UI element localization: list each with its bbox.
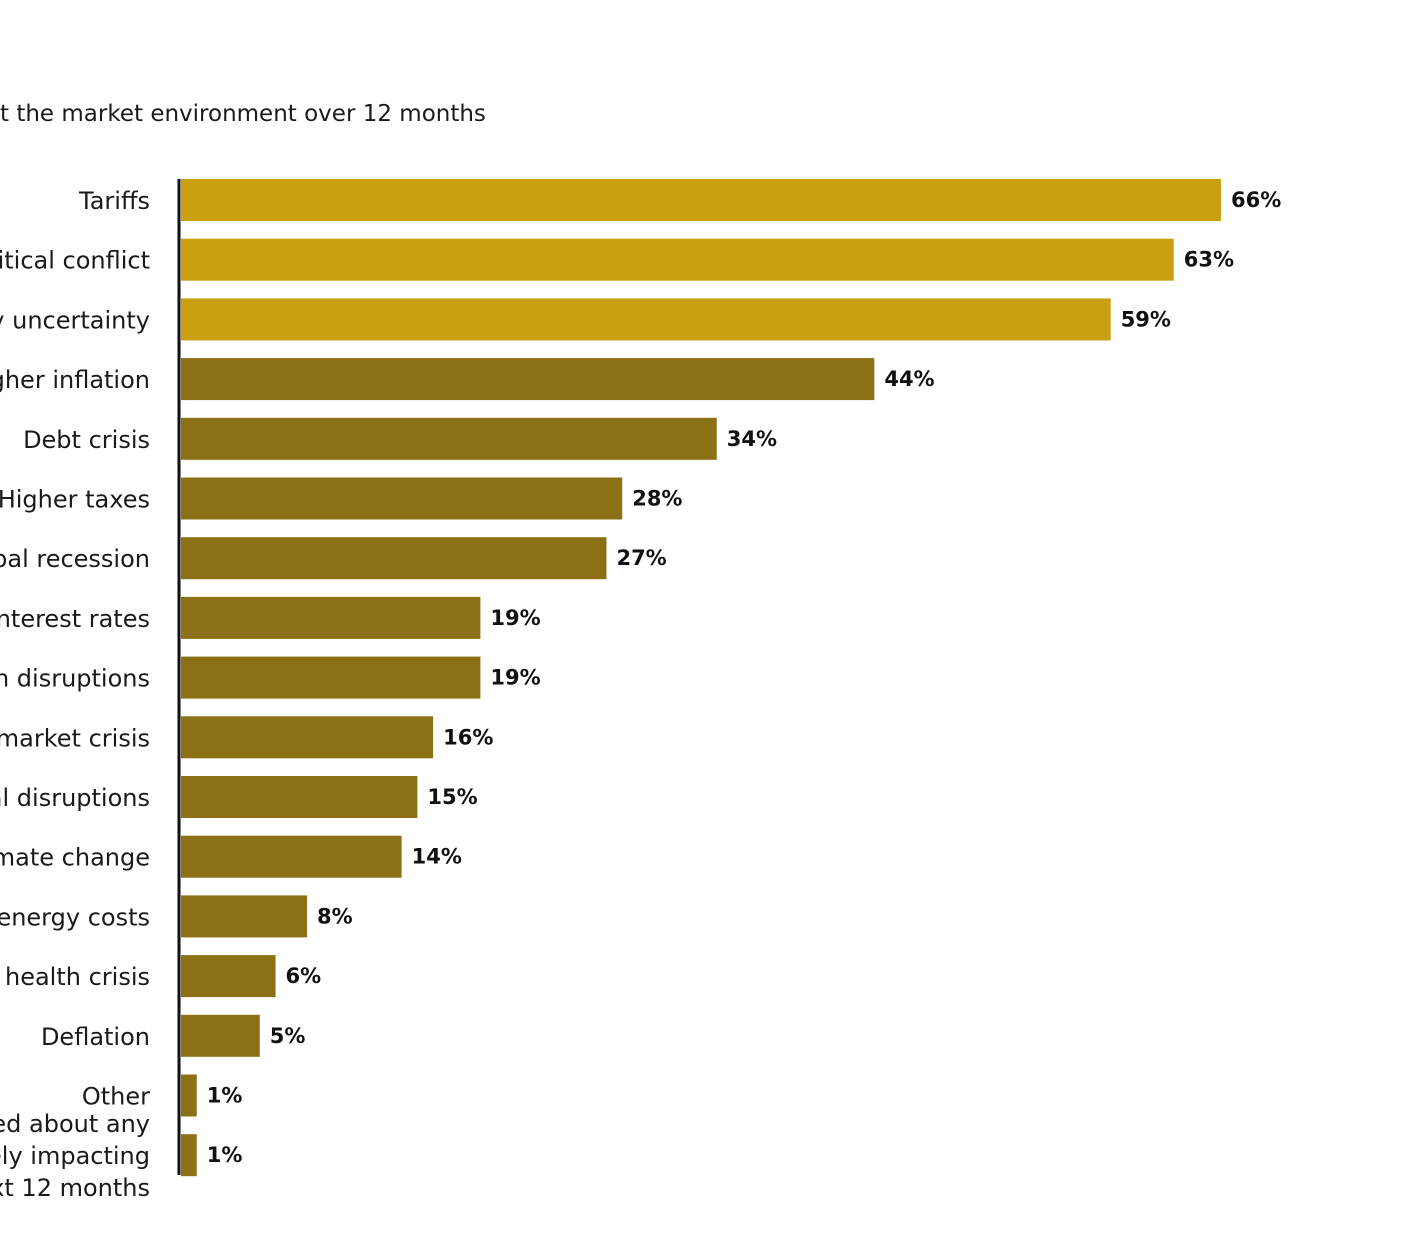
category-label-6: obal recession xyxy=(0,545,150,573)
value-label-7: 19% xyxy=(490,606,540,630)
bar-13 xyxy=(181,955,276,998)
category-label-10-line-0: al disruptions xyxy=(0,784,150,812)
bar-16 xyxy=(181,1134,197,1177)
category-label-9: market crisis xyxy=(0,724,150,752)
value-label-10: 15% xyxy=(427,785,477,809)
category-label-8: n disruptions xyxy=(0,665,150,693)
value-label-13: 6% xyxy=(286,964,322,988)
category-label-5: Higher taxes xyxy=(0,486,150,514)
bar-7 xyxy=(181,596,481,639)
category-label-16-line-1: ely impacting xyxy=(0,1142,150,1170)
value-label-11: 14% xyxy=(412,845,462,869)
category-label-5-line-0: Higher taxes xyxy=(0,486,150,514)
category-label-4-line-0: Debt crisis xyxy=(23,426,150,454)
value-label-4: 34% xyxy=(727,427,777,451)
category-labels-group: Tariffs litical conflict y uncertainty gher… xyxy=(0,187,150,1202)
category-label-16: ed about any ely impacting xt 12 months xyxy=(0,1110,150,1202)
category-label-11: mate change xyxy=(0,844,150,872)
category-label-4: Debt crisis xyxy=(23,426,150,454)
value-label-5: 28% xyxy=(632,487,682,511)
category-label-15-line-0: Other xyxy=(82,1083,150,1111)
bar-11 xyxy=(181,835,402,878)
category-label-2-line-0: y uncertainty xyxy=(0,306,150,334)
bar-9 xyxy=(181,716,434,759)
bar-10 xyxy=(181,776,418,818)
bar-8 xyxy=(181,656,481,699)
category-label-11-line-0: mate change xyxy=(0,844,150,872)
category-label-6-line-0: obal recession xyxy=(0,545,150,573)
value-label-16: 1% xyxy=(207,1143,243,1167)
category-label-3-line-0: gher inflation xyxy=(0,366,150,394)
category-label-9-line-0: market crisis xyxy=(0,724,150,752)
value-label-1: 63% xyxy=(1184,248,1234,272)
bar-14 xyxy=(181,1014,260,1057)
bar-5 xyxy=(181,477,623,520)
bar-2 xyxy=(181,298,1111,341)
category-label-0-line-0: Tariffs xyxy=(78,187,150,215)
value-label-9: 16% xyxy=(443,725,493,749)
category-label-1-line-0: litical conflict xyxy=(0,247,150,275)
value-label-2: 59% xyxy=(1121,307,1171,331)
category-label-13-line-0: al health crisis xyxy=(0,963,150,991)
bar-0 xyxy=(181,179,1221,221)
value-label-14: 5% xyxy=(270,1024,306,1048)
chart-subtitle: t the market environment over 12 months xyxy=(0,101,486,127)
category-label-3: gher inflation xyxy=(0,366,150,394)
category-label-14: Deflation xyxy=(41,1023,150,1051)
value-label-8: 19% xyxy=(490,666,540,690)
category-label-7: interest rates xyxy=(0,605,150,633)
bar-12 xyxy=(181,895,308,938)
bar-4 xyxy=(181,417,717,460)
value-label-0: 66% xyxy=(1231,188,1281,212)
category-label-14-line-0: Deflation xyxy=(41,1023,150,1051)
bar-3 xyxy=(181,358,875,401)
category-label-10: al disruptions xyxy=(0,784,150,812)
category-label-15: Other xyxy=(82,1083,150,1111)
category-label-12: energy costs xyxy=(0,903,150,931)
category-label-16-line-2: xt 12 months xyxy=(0,1174,150,1202)
category-label-2: y uncertainty xyxy=(0,306,150,334)
value-label-6: 27% xyxy=(616,546,666,570)
bar-15 xyxy=(181,1074,197,1117)
value-label-15: 1% xyxy=(207,1084,243,1108)
category-label-8-line-0: n disruptions xyxy=(0,665,150,693)
value-label-12: 8% xyxy=(317,904,353,928)
category-label-13: al health crisis xyxy=(0,963,150,991)
value-label-3: 44% xyxy=(884,367,934,391)
category-label-0: Tariffs xyxy=(78,187,150,215)
bar-6 xyxy=(181,537,607,580)
category-label-12-line-0: energy costs xyxy=(0,903,150,931)
category-label-16-line-0: ed about any xyxy=(0,1110,150,1138)
value-labels-group: 66% 63% 59% 44% 34% 28% 27% 19% 19% 16% 15% 14% 8% 6%… xyxy=(207,188,1282,1167)
bars-group xyxy=(181,179,1221,1177)
category-label-7-line-0: interest rates xyxy=(0,605,150,633)
bar-1 xyxy=(181,238,1174,281)
category-label-1: litical conflict xyxy=(0,247,150,275)
